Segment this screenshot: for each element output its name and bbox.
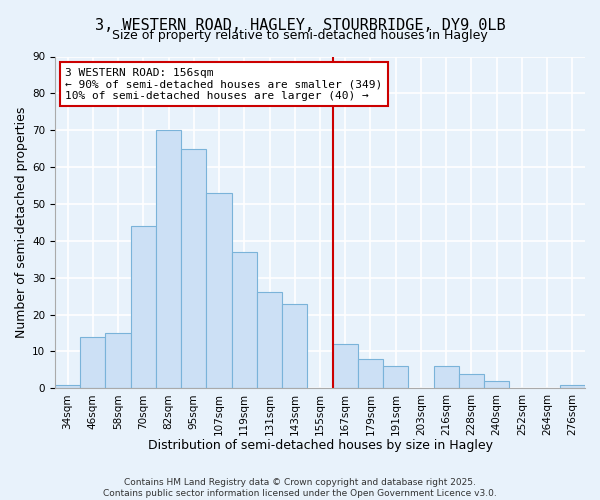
Bar [560,384,585,388]
Bar [131,226,156,388]
Bar [383,366,409,388]
Bar [332,344,358,389]
Text: Size of property relative to semi-detached houses in Hagley: Size of property relative to semi-detach… [112,29,488,42]
Bar [434,366,459,388]
Text: 3 WESTERN ROAD: 156sqm
← 90% of semi-detached houses are smaller (349)
10% of se: 3 WESTERN ROAD: 156sqm ← 90% of semi-det… [65,68,383,101]
Bar [206,193,232,388]
X-axis label: Distribution of semi-detached houses by size in Hagley: Distribution of semi-detached houses by … [148,440,493,452]
Bar [459,374,484,388]
Y-axis label: Number of semi-detached properties: Number of semi-detached properties [15,106,28,338]
Bar [156,130,181,388]
Text: 3, WESTERN ROAD, HAGLEY, STOURBRIDGE, DY9 0LB: 3, WESTERN ROAD, HAGLEY, STOURBRIDGE, DY… [95,18,505,32]
Bar [257,292,282,388]
Bar [106,333,131,388]
Bar [484,381,509,388]
Bar [181,148,206,388]
Bar [80,336,106,388]
Text: Contains HM Land Registry data © Crown copyright and database right 2025.
Contai: Contains HM Land Registry data © Crown c… [103,478,497,498]
Bar [282,304,307,388]
Bar [55,384,80,388]
Bar [358,359,383,388]
Bar [232,252,257,388]
